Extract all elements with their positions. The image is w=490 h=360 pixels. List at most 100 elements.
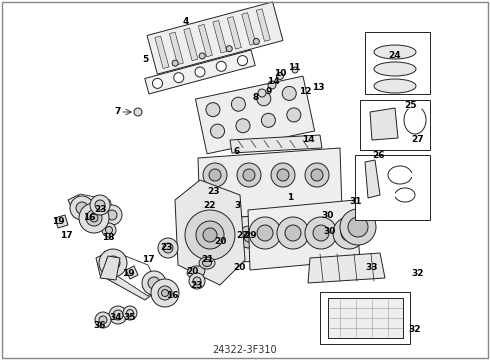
Polygon shape — [328, 298, 403, 338]
Polygon shape — [213, 21, 227, 53]
Ellipse shape — [374, 62, 416, 76]
Circle shape — [238, 226, 260, 248]
Circle shape — [272, 226, 294, 248]
Ellipse shape — [199, 257, 215, 269]
Circle shape — [102, 223, 116, 237]
Text: 31: 31 — [350, 198, 362, 207]
Circle shape — [142, 271, 166, 295]
Circle shape — [113, 310, 123, 320]
Polygon shape — [248, 200, 360, 270]
Text: 23: 23 — [190, 282, 202, 291]
Text: 35: 35 — [124, 314, 136, 323]
Circle shape — [305, 163, 329, 187]
Text: 32: 32 — [412, 269, 424, 278]
Circle shape — [285, 225, 301, 241]
Text: 5: 5 — [142, 55, 148, 64]
Text: 18: 18 — [102, 233, 114, 242]
Circle shape — [249, 217, 281, 249]
Text: 1: 1 — [287, 194, 293, 202]
Circle shape — [216, 61, 226, 71]
Bar — [320, 292, 410, 344]
Circle shape — [277, 169, 289, 181]
Circle shape — [258, 89, 266, 97]
Circle shape — [79, 203, 109, 233]
Text: 27: 27 — [412, 135, 424, 144]
Polygon shape — [196, 76, 315, 154]
Text: 30: 30 — [322, 211, 334, 220]
Circle shape — [152, 78, 163, 89]
Circle shape — [276, 72, 284, 80]
Text: 19: 19 — [122, 270, 134, 279]
Circle shape — [203, 228, 217, 242]
Circle shape — [126, 310, 133, 316]
Polygon shape — [242, 13, 256, 45]
Text: 6: 6 — [234, 148, 240, 157]
Circle shape — [151, 279, 179, 307]
Polygon shape — [155, 36, 169, 68]
Text: 33: 33 — [366, 262, 378, 271]
Circle shape — [340, 209, 376, 245]
Polygon shape — [104, 250, 158, 296]
Circle shape — [86, 210, 102, 226]
Polygon shape — [198, 148, 342, 220]
Circle shape — [199, 53, 205, 59]
Circle shape — [158, 286, 172, 300]
Text: 8: 8 — [253, 93, 259, 102]
Text: 14: 14 — [267, 77, 279, 86]
Text: 34: 34 — [110, 314, 122, 323]
Circle shape — [306, 226, 328, 248]
Circle shape — [341, 225, 357, 241]
Text: 16: 16 — [83, 213, 95, 222]
Circle shape — [158, 238, 178, 258]
Text: 22: 22 — [203, 201, 215, 210]
Polygon shape — [198, 210, 342, 265]
Text: 25: 25 — [404, 102, 416, 111]
Circle shape — [99, 316, 107, 324]
Circle shape — [312, 232, 322, 242]
Text: 10: 10 — [274, 69, 286, 78]
Circle shape — [106, 256, 120, 270]
Polygon shape — [230, 135, 322, 153]
Circle shape — [163, 243, 173, 253]
Text: 14: 14 — [302, 135, 314, 144]
Text: 24322-3F310: 24322-3F310 — [213, 345, 277, 355]
Circle shape — [243, 169, 255, 181]
Circle shape — [268, 81, 276, 89]
Text: 21: 21 — [201, 256, 213, 265]
Circle shape — [333, 217, 365, 249]
Circle shape — [148, 277, 160, 289]
Polygon shape — [147, 2, 283, 74]
Bar — [365, 32, 430, 94]
Circle shape — [105, 226, 113, 234]
Circle shape — [313, 225, 329, 241]
Text: 9: 9 — [266, 86, 272, 95]
Circle shape — [204, 226, 226, 248]
Ellipse shape — [187, 266, 205, 278]
Circle shape — [162, 289, 169, 297]
Circle shape — [253, 39, 259, 44]
Circle shape — [210, 232, 220, 242]
Text: 26: 26 — [372, 150, 384, 159]
Text: 32: 32 — [409, 325, 421, 334]
Circle shape — [109, 306, 127, 324]
Text: 23: 23 — [160, 243, 172, 252]
Ellipse shape — [202, 260, 212, 266]
Polygon shape — [68, 195, 115, 230]
Circle shape — [305, 217, 337, 249]
Circle shape — [292, 67, 298, 73]
Polygon shape — [100, 256, 120, 280]
Circle shape — [185, 210, 235, 260]
Polygon shape — [227, 17, 242, 49]
Circle shape — [287, 108, 301, 122]
Circle shape — [99, 249, 127, 277]
Circle shape — [311, 169, 323, 181]
Text: 30: 30 — [324, 228, 336, 237]
Text: 16: 16 — [166, 291, 178, 300]
Polygon shape — [365, 160, 380, 198]
Text: 20: 20 — [186, 267, 198, 276]
Text: 29: 29 — [245, 231, 257, 240]
Circle shape — [236, 119, 250, 133]
Circle shape — [90, 195, 110, 215]
Text: 23: 23 — [207, 188, 219, 197]
Text: 23: 23 — [94, 206, 106, 215]
